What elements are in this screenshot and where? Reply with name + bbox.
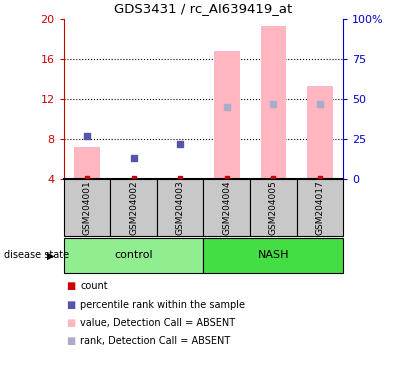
Bar <box>203 238 343 273</box>
Text: percentile rank within the sample: percentile rank within the sample <box>80 300 245 310</box>
Text: disease state: disease state <box>4 250 69 260</box>
Text: ■: ■ <box>66 318 75 328</box>
Bar <box>74 147 100 179</box>
Text: rank, Detection Call = ABSENT: rank, Detection Call = ABSENT <box>80 336 231 346</box>
Bar <box>250 179 297 236</box>
Text: control: control <box>114 250 153 260</box>
Bar <box>64 179 110 236</box>
Bar <box>203 179 250 236</box>
Bar <box>261 26 286 179</box>
Bar <box>110 179 157 236</box>
Text: NASH: NASH <box>258 250 289 260</box>
Text: GSM204003: GSM204003 <box>175 180 185 235</box>
Bar <box>307 86 333 179</box>
Text: GSM204001: GSM204001 <box>83 180 92 235</box>
Text: ■: ■ <box>66 300 75 310</box>
Bar <box>64 238 203 273</box>
Text: value, Detection Call = ABSENT: value, Detection Call = ABSENT <box>80 318 235 328</box>
Title: GDS3431 / rc_AI639419_at: GDS3431 / rc_AI639419_at <box>114 2 293 15</box>
Text: ■: ■ <box>66 336 75 346</box>
Bar <box>121 178 146 179</box>
Bar <box>157 179 203 236</box>
Text: ▶: ▶ <box>47 250 55 260</box>
Text: GSM204017: GSM204017 <box>315 180 324 235</box>
Text: GSM204004: GSM204004 <box>222 180 231 235</box>
Text: GSM204002: GSM204002 <box>129 180 138 235</box>
Bar <box>214 51 240 179</box>
Bar <box>297 179 343 236</box>
Bar <box>167 178 193 179</box>
Text: ■: ■ <box>66 281 75 291</box>
Text: GSM204005: GSM204005 <box>269 180 278 235</box>
Text: count: count <box>80 281 108 291</box>
